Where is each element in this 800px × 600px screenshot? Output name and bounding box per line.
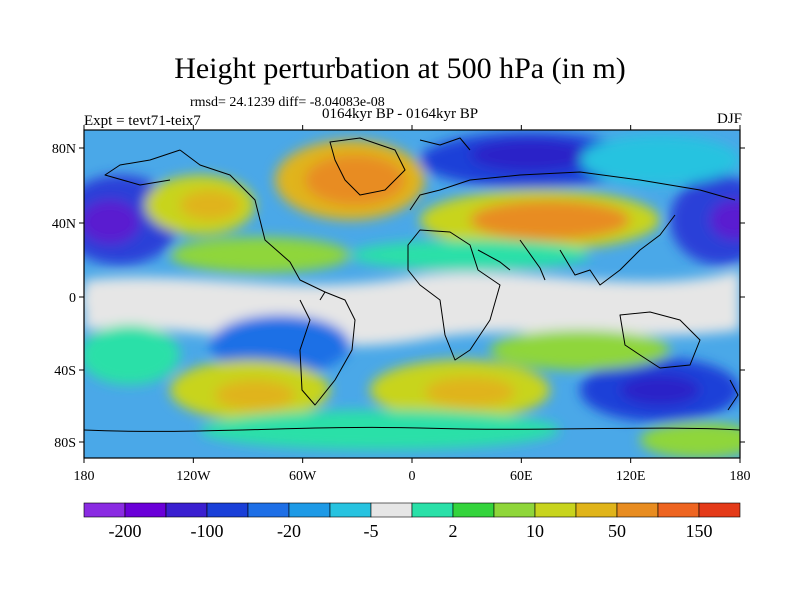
coastlines [84,137,740,432]
colorbar-label: -5 [364,521,379,541]
lat-tick-label: 40S [54,364,76,379]
colorbar: -200 -100 -20 -5 2 10 50 150 [83,502,741,541]
colorbar-label: -20 [277,521,301,541]
colorbar-swatch [452,502,495,518]
colorbar-label: 150 [686,521,713,541]
colorbar-swatch [83,502,126,518]
colorbar-swatch [616,502,659,518]
lon-tick-label: 120W [176,469,211,484]
season-label: DJF [716,111,742,127]
lat-tick-label: 80N [52,142,76,157]
colorbar-swatch [575,502,618,518]
colorbar-label: -200 [109,521,142,541]
axis-ticks: 80N 40N 0 40S 80S 180 120W 60W 0 60E 120E 180 [52,125,751,484]
colorbar-swatch [165,502,208,518]
colorbar-label: 10 [526,521,544,541]
colorbar-swatch [698,502,741,518]
lon-tick-label: 0 [409,469,416,484]
colorbar-swatch [493,502,536,518]
period-label: 0164kyr BP - 0164kyr BP [322,106,479,122]
lon-tick-label: 120E [616,469,646,484]
colorbar-swatch [657,502,700,518]
colorbar-swatch [124,502,167,518]
field-plot [84,130,740,458]
colorbar-swatch [206,502,249,518]
colorbar-label: 50 [608,521,626,541]
experiment-label: Expt = tevt71-teix7 [84,113,201,129]
colorbar-swatch [329,502,372,518]
lat-tick-label: 80S [54,436,76,451]
lat-tick-label: 40N [52,217,76,232]
lon-tick-label: 180 [74,469,95,484]
colorbar-label: 2 [449,521,458,541]
colorbar-swatch [288,502,331,518]
lat-tick-label: 0 [69,291,76,306]
stats-label: rmsd= 24.1239 diff= -8.04083e-08 [190,95,385,110]
lon-tick-label: 60E [510,469,533,484]
chart-title: Height perturbation at 500 hPa (in m) [174,52,626,85]
colorbar-swatch [247,502,290,518]
colorbar-label: -100 [191,521,224,541]
colorbar-swatch [534,502,577,518]
lon-tick-label: 180 [730,469,751,484]
colorbar-swatch [411,502,454,518]
lon-tick-label: 60W [289,469,317,484]
colorbar-swatch [370,502,413,518]
